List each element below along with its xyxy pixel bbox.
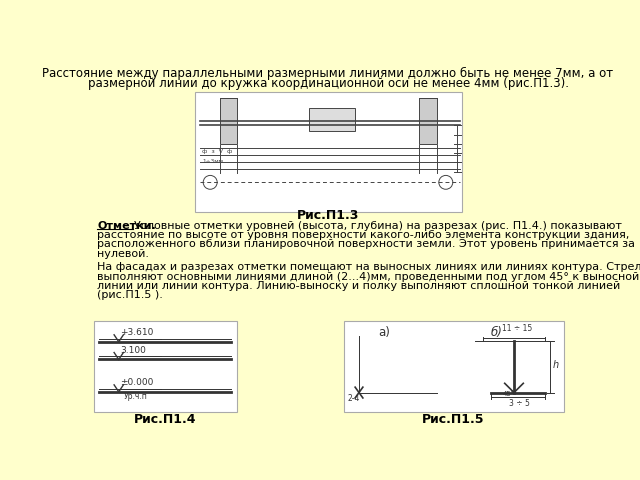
Text: Рис.П1.5: Рис.П1.5 [422,413,485,426]
Text: Рис.П1.4: Рис.П1.4 [134,413,196,426]
Text: расположенного вблизи планировочной поверхности земли. Этот уровень принимается : расположенного вблизи планировочной пове… [97,240,635,249]
Text: h: h [553,360,559,370]
Text: Расстояние между параллельными размерными линиями должно быть не менее 7мм, а от: Расстояние между параллельными размерным… [42,67,614,80]
Bar [195,92,462,212]
Bar [419,97,436,144]
Text: расстояние по высоте от уровня поверхности какого-либо элемента конструкции здан: расстояние по высоте от уровня поверхнос… [97,230,629,240]
Text: Отметки.: Отметки. [97,221,156,231]
Text: +3.610: +3.610 [120,328,154,337]
Bar [344,321,564,412]
Bar [220,97,237,144]
Text: 3.100: 3.100 [120,346,146,355]
Text: ±0.000: ±0.000 [120,378,154,387]
Bar [94,321,237,412]
Text: 11 ÷ 15: 11 ÷ 15 [502,324,532,333]
Text: Ур.ч.п: Ур.ч.п [124,392,148,401]
Text: Рис.П1.3: Рис.П1.3 [297,208,359,222]
Text: 1÷3мм: 1÷3мм [202,159,223,164]
Text: 45°: 45° [503,391,515,397]
Text: линии или линии контура. Линию-выноску и полку выполняют сплошной тонкой линией: линии или линии контура. Линию-выноску и… [97,281,620,291]
Text: 3 ÷ 5: 3 ÷ 5 [509,399,529,408]
Text: 2-4: 2-4 [348,394,360,403]
Text: (рис.П1.5 ).: (рис.П1.5 ). [97,290,163,300]
Text: размерной линии до кружка координационной оси не менее 4мм (рис.П1.3).: размерной линии до кружка координационно… [88,77,568,90]
Text: На фасадах и разрезах отметки помещают на выносных линиях или линиях контура. Ст: На фасадах и разрезах отметки помещают н… [97,263,640,273]
Text: нулевой.: нулевой. [97,249,149,259]
Text: а): а) [378,325,390,338]
Text: Условные отметки уровней (высота, глубина) на разрезах (рис. П1.4.) показывают: Условные отметки уровней (высота, глубин… [134,221,622,231]
Text: б): б) [491,325,502,338]
Text: ф  з  V  ф: ф з V ф [202,149,233,154]
Bar [308,108,355,131]
Text: выполняют основными линиями длиной (2...4)мм, проведенными под углом 45° к вынос: выполняют основными линиями длиной (2...… [97,272,639,282]
